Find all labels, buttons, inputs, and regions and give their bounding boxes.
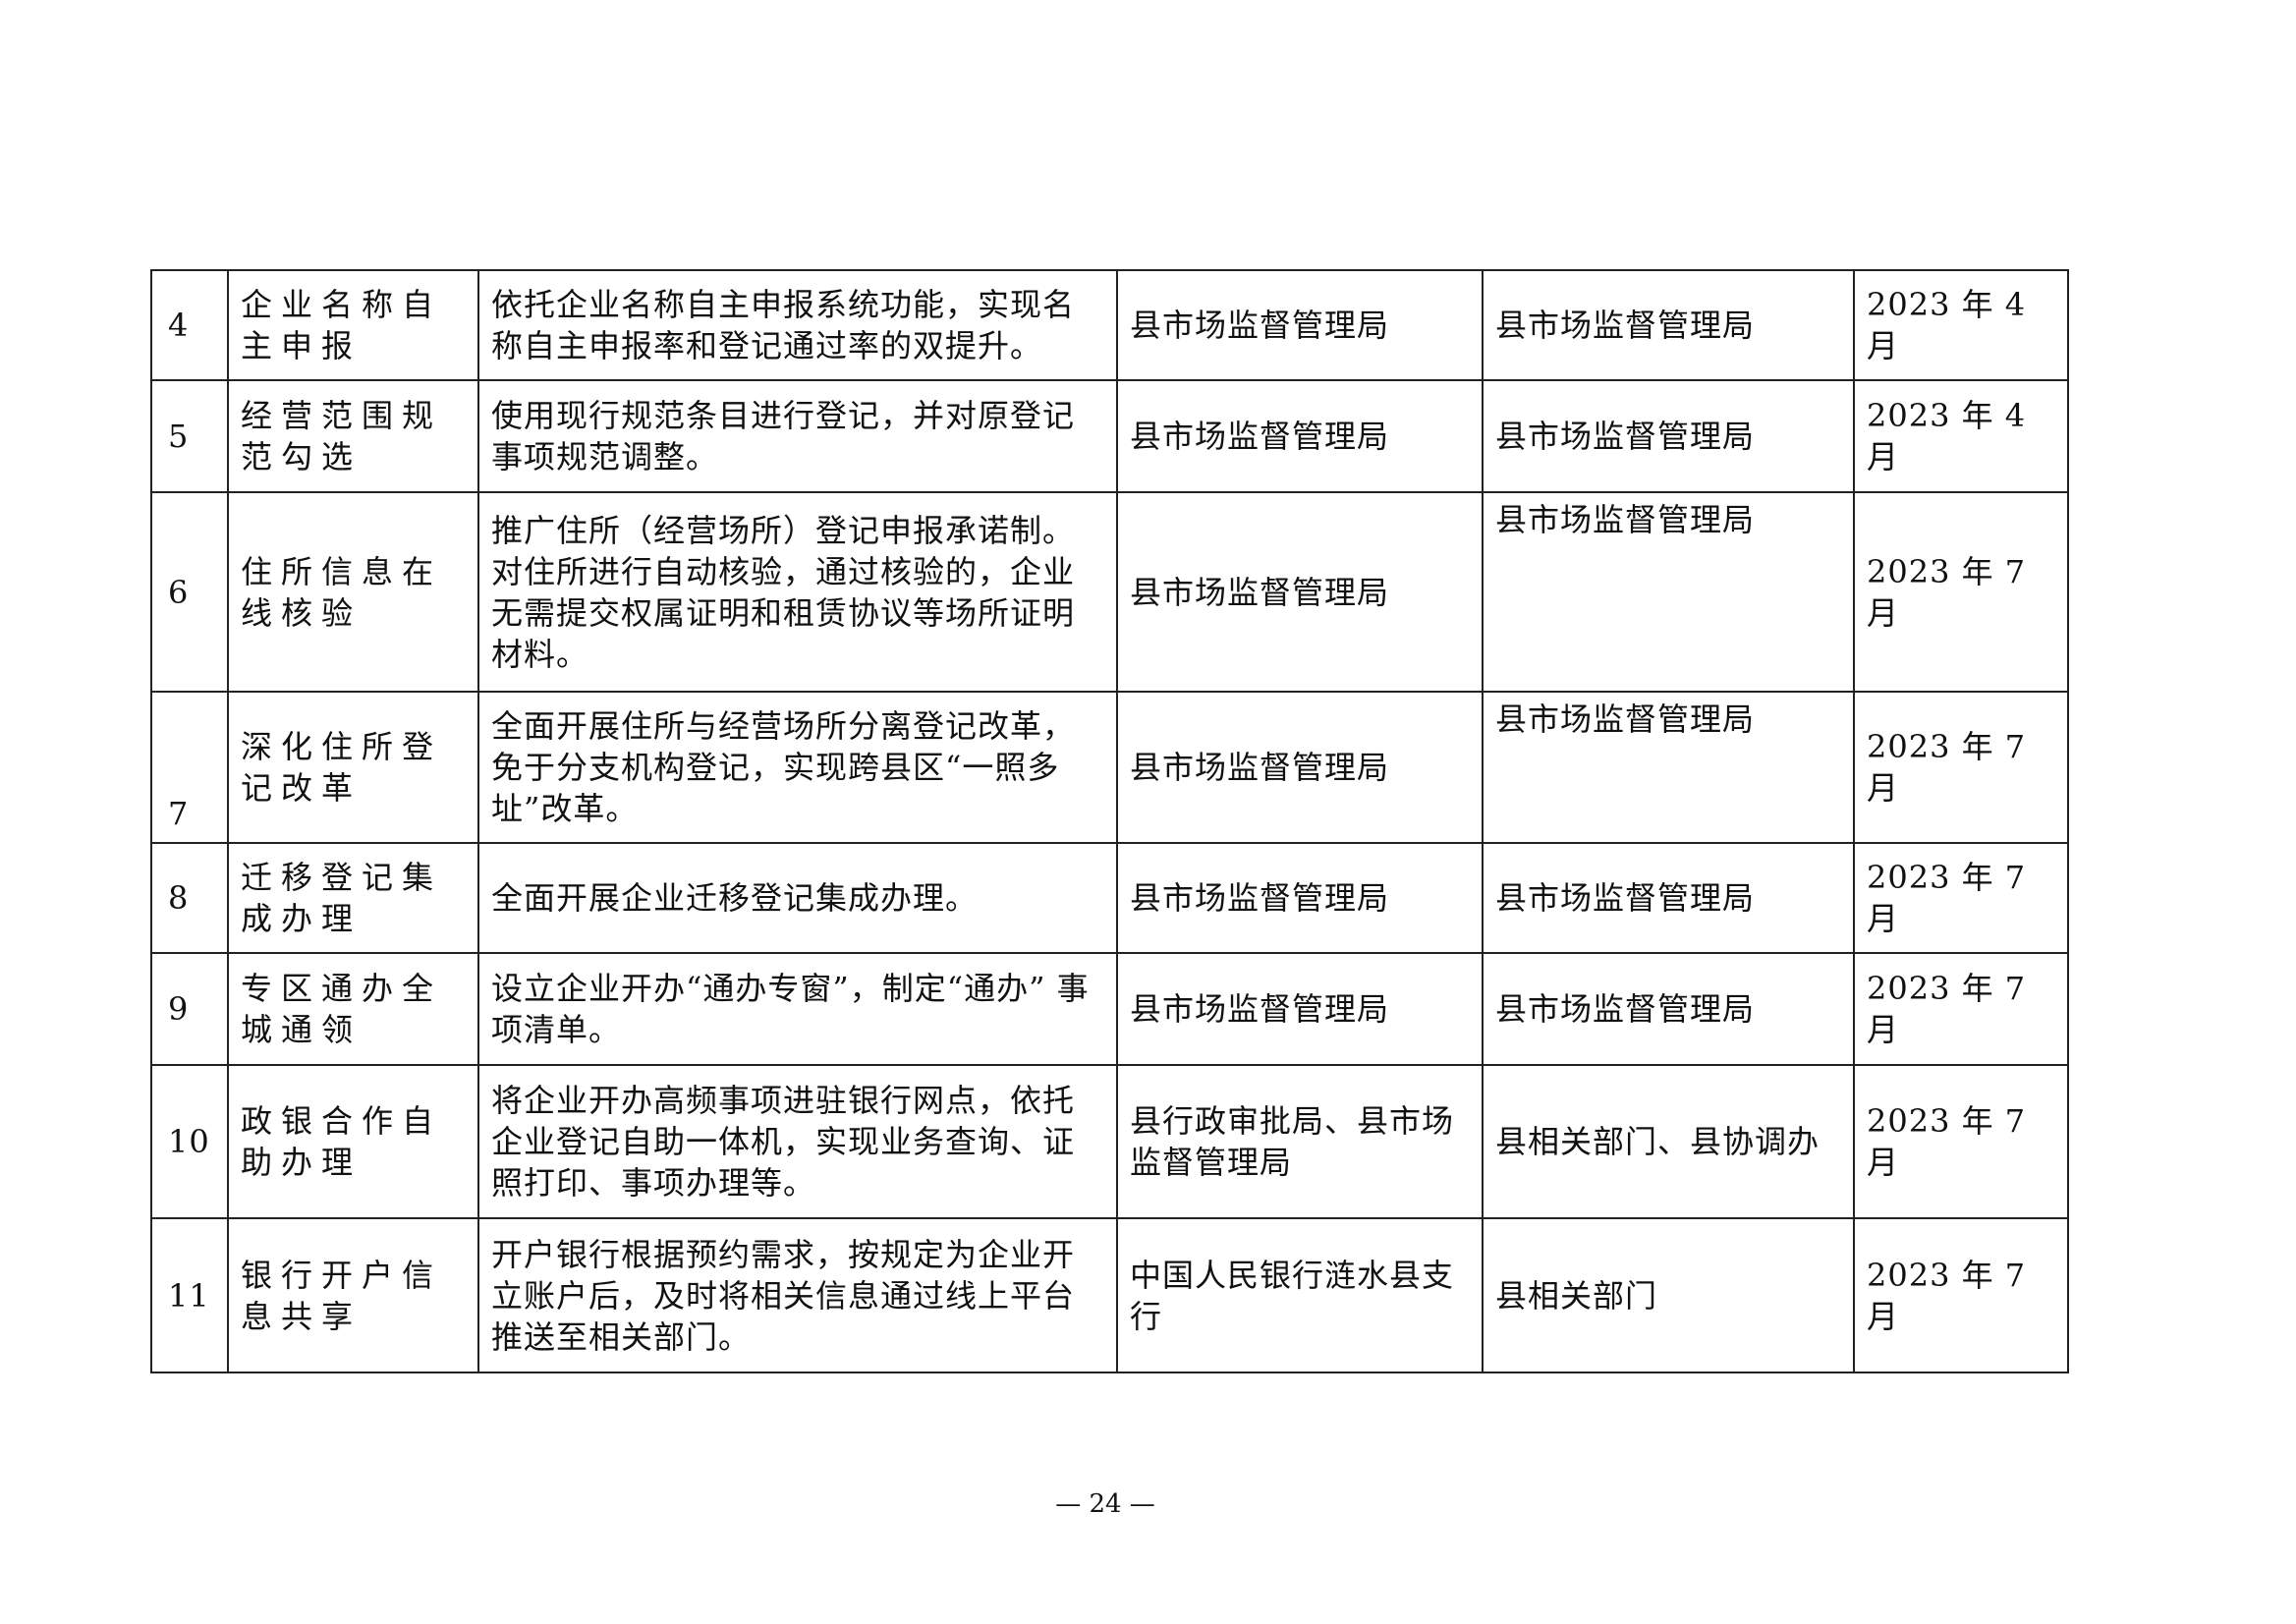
responsible-department: 县相关部门: [1482, 1217, 1855, 1373]
deadline: 2023 年 7 月: [1853, 842, 2069, 954]
item-content: 全面开展企业迁移登记集成办理。: [477, 842, 1118, 954]
table-row: 6 住所信息在线核验 推广住所（经营场所）登记申报承诺制。 对住所进行自动核验，通过…: [150, 491, 2069, 693]
table-row: 8 迁移登记集成办理 全面开展企业迁移登记集成办理。 县市场监督管理局 县市场监督管理局…: [150, 842, 2069, 954]
item-name: 银行开户信息共享: [227, 1217, 479, 1373]
item-name: 企业名称自主申报: [227, 269, 479, 381]
task-table: 4 企业名称自主申报 依托企业名称自主申报系统功能，实现名称自主申报率和登记通过率的…: [150, 269, 2069, 1373]
row-number: 10: [150, 1064, 229, 1219]
page-number: — 24 —: [1055, 1489, 1155, 1519]
deadline: 2023 年 4 月: [1853, 379, 2069, 493]
responsible-department: 县市场监督管理局: [1482, 379, 1855, 493]
table-row: 10 政银合作自助办理 将企业开办高频事项进驻银行网点，依托企业登记自助一体机，实现…: [150, 1064, 2069, 1219]
row-number: 9: [150, 952, 229, 1066]
responsible-department: 县相关部门、县协调办: [1482, 1064, 1855, 1219]
lead-department: 县市场监督管理局: [1116, 491, 1484, 693]
item-name: 政银合作自助办理: [227, 1064, 479, 1219]
lead-department: 县市场监督管理局: [1116, 379, 1484, 493]
table-row: 11 银行开户信息共享 开户银行根据预约需求，按规定为企业开立账户后，及时将相关信息…: [150, 1217, 2069, 1373]
item-name: 专区通办全城通领: [227, 952, 479, 1066]
item-content: 推广住所（经营场所）登记申报承诺制。 对住所进行自动核验，通过核验的，企业无需提…: [477, 491, 1118, 693]
item-name: 迁移登记集成办理: [227, 842, 479, 954]
table-row: 9 专区通办全城通领 设立企业开办“通办专窗”，制定“通办” 事项清单。 县市场监督管…: [150, 952, 2069, 1066]
item-content: 依托企业名称自主申报系统功能，实现名称自主申报率和登记通过率的双提升。: [477, 269, 1118, 381]
responsible-department: 县市场监督管理局: [1482, 491, 1855, 693]
deadline: 2023 年 7 月: [1853, 952, 2069, 1066]
deadline: 2023 年 4 月: [1853, 269, 2069, 381]
item-content: 将企业开办高频事项进驻银行网点，依托企业登记自助一体机，实现业务查询、证照打印、…: [477, 1064, 1118, 1219]
lead-department: 县行政审批局、县市场监督管理局: [1116, 1064, 1484, 1219]
item-content: 使用现行规范条目进行登记，并对原登记事项规范调整。: [477, 379, 1118, 493]
table-row: 7 深化住所登记改革 全面开展住所与经营场所分离登记改革，免于分支机构登记，实现跨县…: [150, 691, 2069, 844]
deadline: 2023 年 7 月: [1853, 491, 2069, 693]
table-row: 5 经营范围规范勾选 使用现行规范条目进行登记，并对原登记事项规范调整。 县市场监督管…: [150, 379, 2069, 493]
deadline: 2023 年 7 月: [1853, 1217, 2069, 1373]
row-number: 6: [150, 491, 229, 693]
responsible-department: 县市场监督管理局: [1482, 691, 1855, 844]
lead-department: 县市场监督管理局: [1116, 842, 1484, 954]
row-number: 7: [150, 691, 229, 844]
item-name: 深化住所登记改革: [227, 691, 479, 844]
responsible-department: 县市场监督管理局: [1482, 842, 1855, 954]
item-content: 开户银行根据预约需求，按规定为企业开立账户后，及时将相关信息通过线上平台推送至相…: [477, 1217, 1118, 1373]
lead-department: 县市场监督管理局: [1116, 952, 1484, 1066]
lead-department: 县市场监督管理局: [1116, 269, 1484, 381]
responsible-department: 县市场监督管理局: [1482, 269, 1855, 381]
row-number: 4: [150, 269, 229, 381]
row-number: 5: [150, 379, 229, 493]
deadline: 2023 年 7 月: [1853, 1064, 2069, 1219]
table-row: 4 企业名称自主申报 依托企业名称自主申报系统功能，实现名称自主申报率和登记通过率的…: [150, 269, 2069, 381]
lead-department: 中国人民银行涟水县支行: [1116, 1217, 1484, 1373]
deadline: 2023 年 7 月: [1853, 691, 2069, 844]
row-number: 11: [150, 1217, 229, 1373]
item-content: 设立企业开办“通办专窗”，制定“通办” 事项清单。: [477, 952, 1118, 1066]
row-number: 8: [150, 842, 229, 954]
item-name: 经营范围规范勾选: [227, 379, 479, 493]
lead-department: 县市场监督管理局: [1116, 691, 1484, 844]
responsible-department: 县市场监督管理局: [1482, 952, 1855, 1066]
item-content: 全面开展住所与经营场所分离登记改革，免于分支机构登记，实现跨县区“一照多址”改革…: [477, 691, 1118, 844]
item-name: 住所信息在线核验: [227, 491, 479, 693]
